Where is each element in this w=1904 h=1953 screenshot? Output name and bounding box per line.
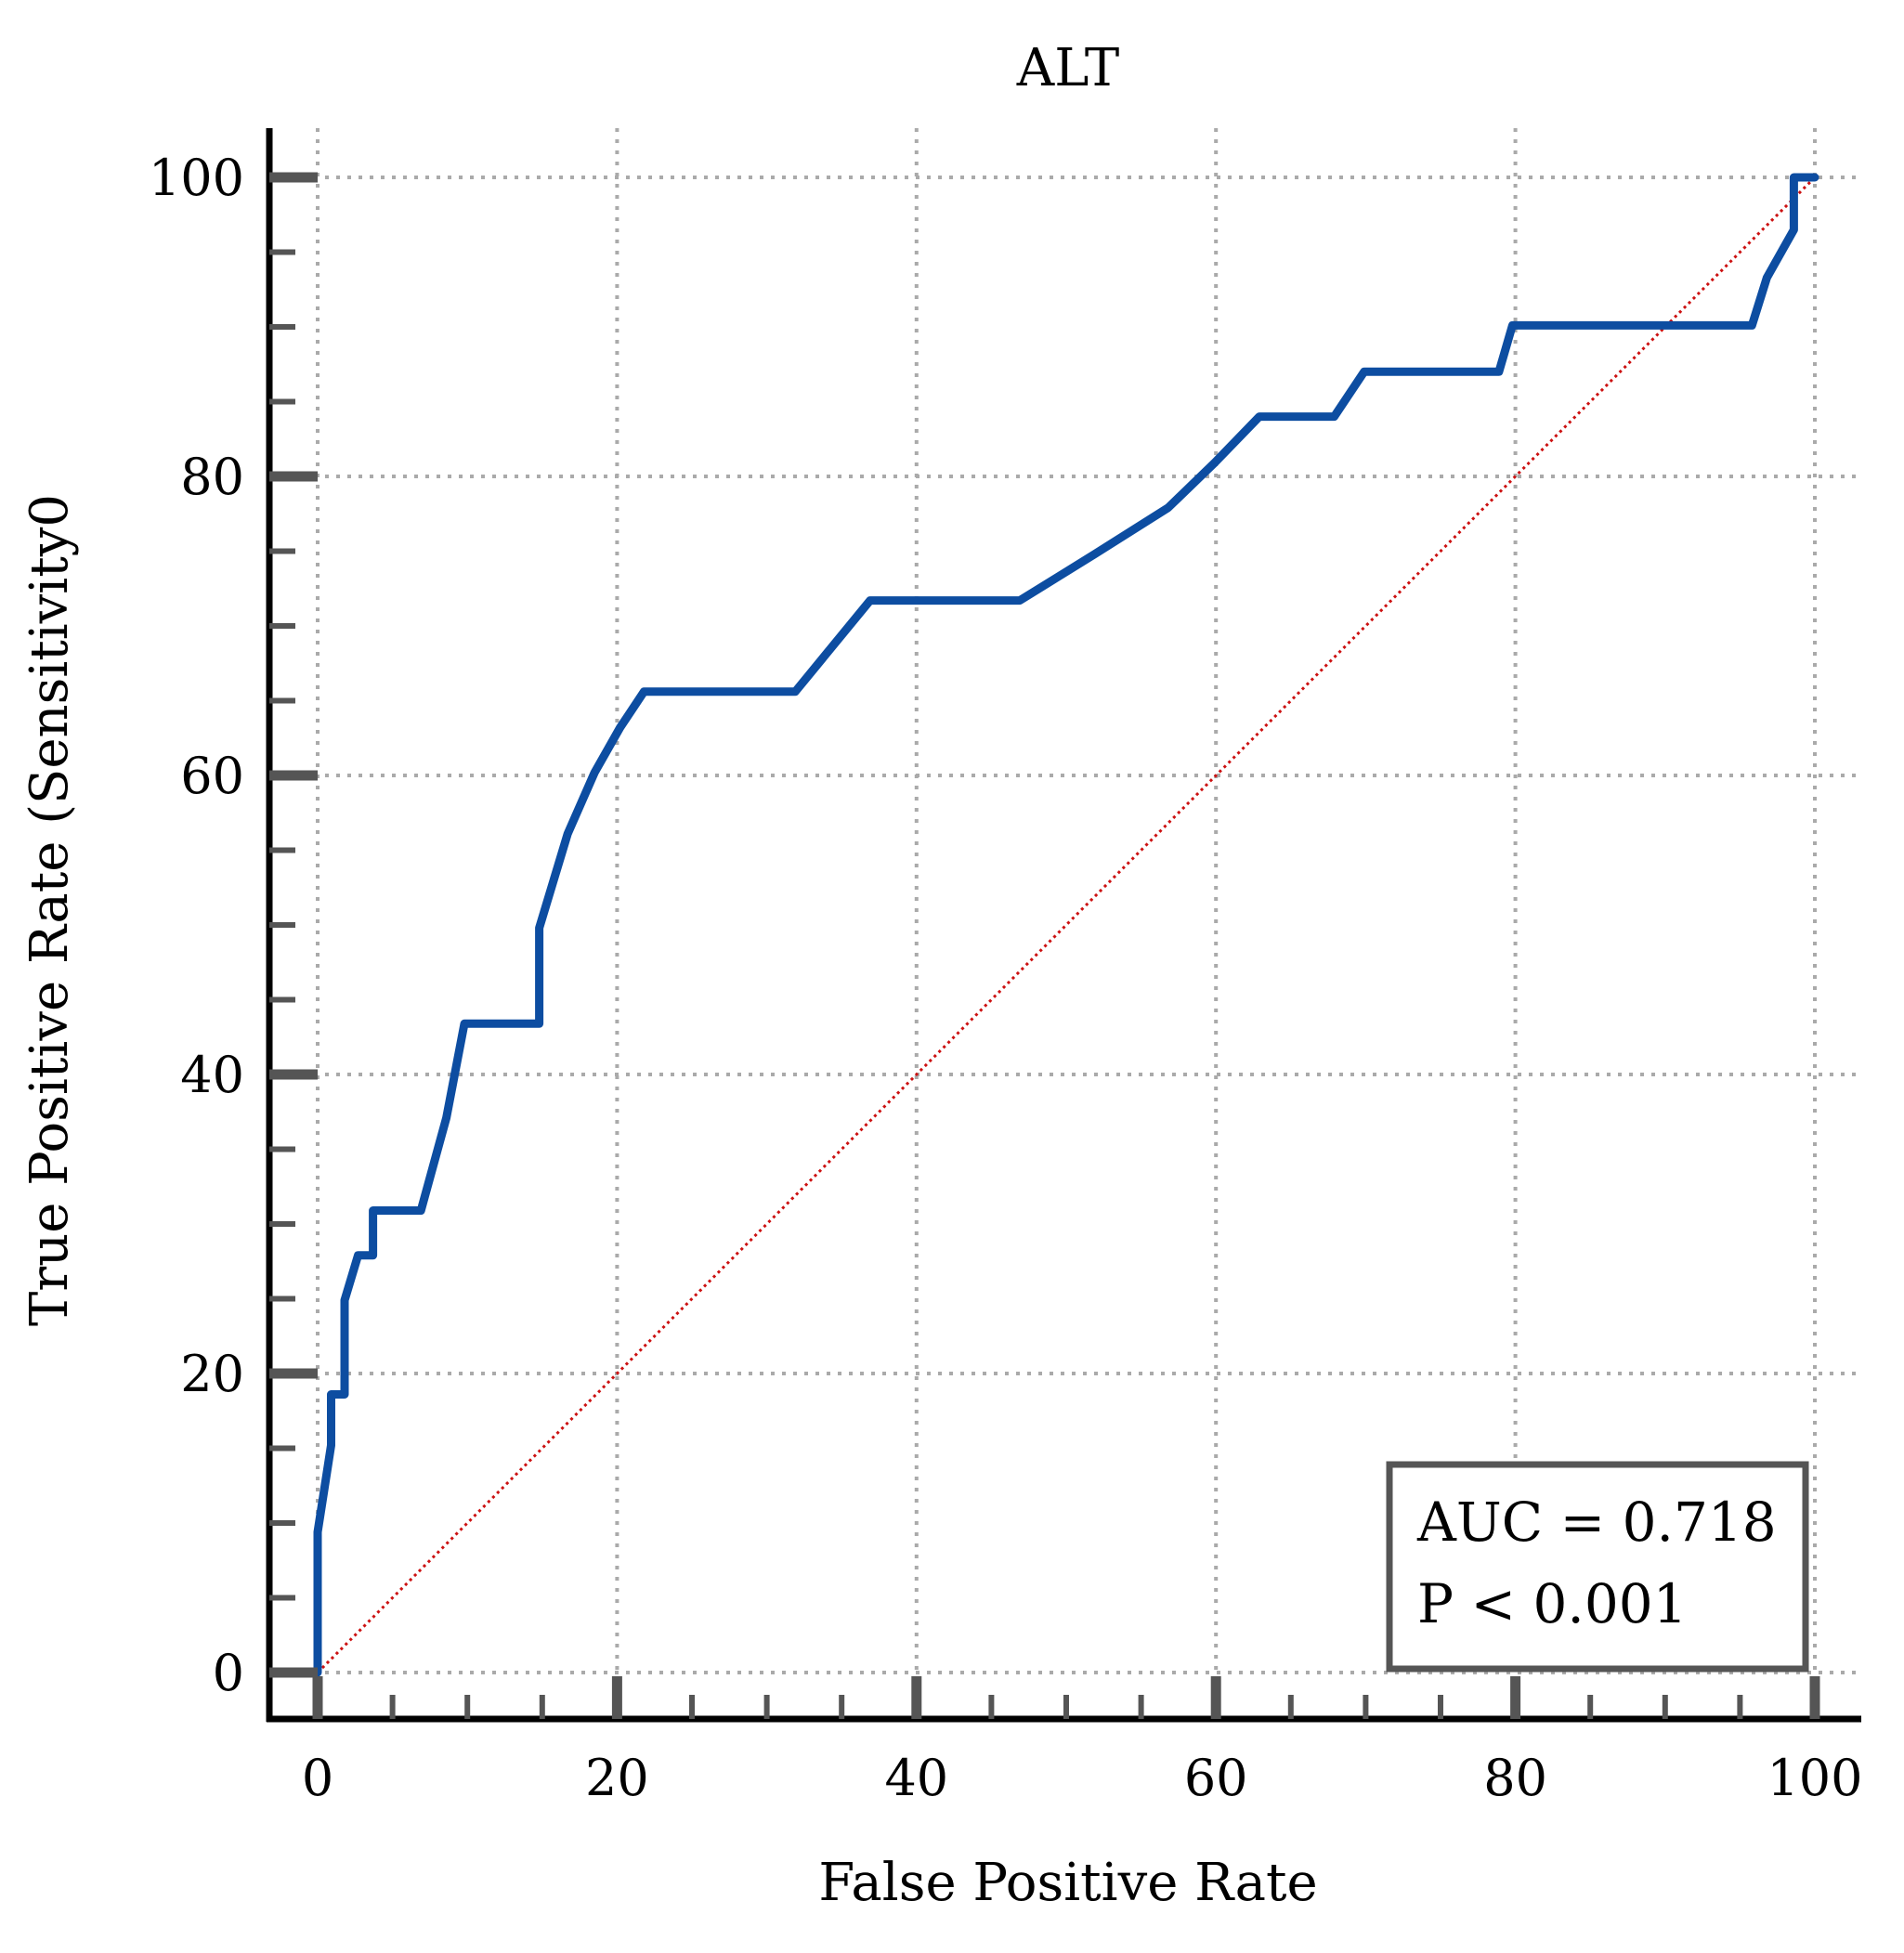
p-value-label: P < 0.001 [1417,1572,1688,1635]
y-tick-label: 100 [149,149,244,207]
reference-diagonal [316,176,1817,1674]
x-axis-title: False Positive Rate [818,1853,1317,1913]
series-layer [313,173,1819,1677]
x-tick-label: 40 [884,1749,948,1807]
chart-title: ALT [1016,38,1119,98]
reference-layer [316,176,1817,1674]
y-axis-title: True Positive Rate (Sensitivity0 [20,494,80,1326]
stats-annotation: AUC = 0.718 P < 0.001 [1386,1461,1809,1673]
x-tick-label: 20 [585,1749,649,1807]
y-tick-label: 20 [180,1345,244,1403]
x-tick-label: 100 [1767,1749,1862,1807]
axes-layer: 0 20 40 60 80 100 0 20 40 60 80 100 [149,128,1863,1807]
y-tick-label: 80 [180,448,244,506]
auc-label: AUC = 0.718 [1416,1491,1777,1554]
grid-layer [269,128,1861,1719]
x-tick-label: 60 [1184,1749,1248,1807]
y-tick-label: 40 [180,1046,244,1104]
x-tick-label: 0 [302,1749,333,1807]
x-tick-label: 80 [1483,1749,1547,1807]
labels-layer: ALT False Positive Rate True Positive Ra… [20,38,1318,1913]
y-tick-label: 60 [180,747,244,805]
stats-box [1386,1461,1809,1673]
roc-curve [313,173,1819,1677]
y-tick-label: 0 [213,1644,244,1702]
